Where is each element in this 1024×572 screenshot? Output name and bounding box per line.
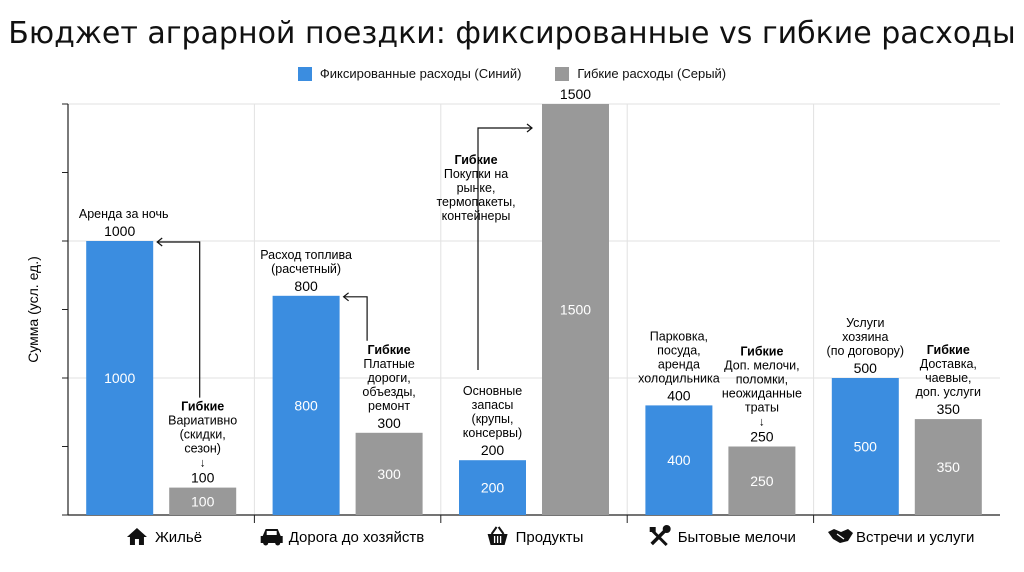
bar-flexible-inner-label: 300 (377, 466, 401, 482)
legend-item-flexible: Гибкие расходы (Серый) (555, 66, 726, 81)
arrow-line (157, 241, 201, 398)
chart-title: Бюджет аграрной поездки: фиксированные v… (8, 16, 1016, 51)
category-label: Продукты (516, 529, 584, 546)
flexible-annotation: Гибкие Платные дороги, объезды, ремонт (362, 343, 415, 413)
bar-flexible-value-label: 1500 (560, 86, 591, 102)
bar-fixed-value-label: 400 (667, 387, 691, 403)
bar-fixed (459, 460, 526, 515)
bar-fixed-value-label: 1000 (104, 223, 135, 239)
bar-flexible-value-label: 300 (377, 415, 401, 431)
basket-icon (487, 526, 508, 545)
fixed-annotation: Аренда за ночь (79, 207, 169, 221)
arrow-head (156, 237, 163, 247)
fixed-annotation: Расход топлива (расчетный) (260, 248, 352, 276)
legend-label-flexible: Гибкие расходы (Серый) (577, 66, 727, 81)
bar-flexible-inner-label: 1500 (560, 302, 591, 318)
flexible-annotation: Гибкие Покупки на рынке, термопакеты, контей… (436, 153, 515, 223)
bar-flexible-inner-label: 350 (937, 459, 961, 475)
fixed-annotation: Основные запасы (крупы, консервы) (463, 384, 522, 440)
bar-fixed-inner-label: 1000 (104, 370, 135, 386)
arrow-line (343, 296, 368, 341)
category-label: Встречи и услуги (856, 529, 974, 546)
category-label: Жильё (155, 529, 202, 546)
bar-fixed-value-label: 200 (481, 442, 505, 458)
bar-fixed-value-label: 500 (854, 360, 878, 376)
bar-fixed-inner-label: 200 (481, 480, 505, 496)
arrow-head (526, 123, 533, 133)
bar-flexible (728, 446, 796, 515)
bar-fixed (645, 405, 713, 515)
bar-flexible-inner-label: 100 (191, 493, 215, 509)
legend-item-fixed: Фиксированные расходы (Синий) (297, 66, 522, 81)
bar-flexible (542, 104, 609, 515)
category-label: Дорога до хозяйств (289, 529, 425, 546)
legend-label-fixed: Фиксированные расходы (Синий) (319, 66, 522, 81)
flexible-annotation: Гибкие Доставка, чаевые, доп. услуги (916, 343, 981, 399)
y-axis-label: Сумма (усл. ед.) (25, 256, 41, 363)
fixed-annotation: Услуги хозяина (по договору) (827, 316, 905, 358)
bar-flexible-value-label: 250 (750, 429, 774, 445)
arrow-line (477, 127, 532, 370)
category-label: Бытовые мелочи (678, 529, 796, 546)
chart-legend: Фиксированные расходы (Синий) Гибкие рас… (0, 66, 1024, 81)
tools-icon (649, 525, 671, 547)
car-icon (260, 529, 283, 546)
bar-fixed-inner-label: 400 (667, 452, 691, 468)
bar-flexible (355, 432, 423, 515)
fixed-annotation: Парковка, посуда, аренда холодильника (638, 329, 720, 385)
legend-swatch-fixed (297, 66, 312, 81)
bar-fixed-inner-label: 800 (294, 397, 318, 413)
bar-flexible-inner-label: 250 (750, 473, 774, 489)
house-icon (126, 528, 147, 545)
handshake-icon (828, 529, 853, 543)
bar-fixed (86, 241, 154, 515)
flexible-annotation: Гибкие Доп. мелочи, поломки, неожиданные тра… (722, 345, 802, 415)
bar-flexible-value-label: 100 (191, 470, 215, 486)
bar-fixed-value-label: 800 (294, 278, 318, 294)
bar-flexible-value-label: 350 (937, 401, 961, 417)
bar-flexible (169, 487, 237, 515)
bar-flexible (914, 419, 982, 515)
legend-swatch-flexible (555, 66, 570, 81)
bar-fixed (831, 378, 899, 515)
down-arrow: ↓ (759, 415, 765, 429)
flexible-annotation: Гибкие Вариативно (скидки, сезон) (168, 400, 237, 456)
bar-fixed (272, 295, 340, 515)
down-arrow: ↓ (200, 456, 206, 470)
bar-fixed-inner-label: 500 (854, 439, 878, 455)
arrow-head (342, 292, 349, 302)
